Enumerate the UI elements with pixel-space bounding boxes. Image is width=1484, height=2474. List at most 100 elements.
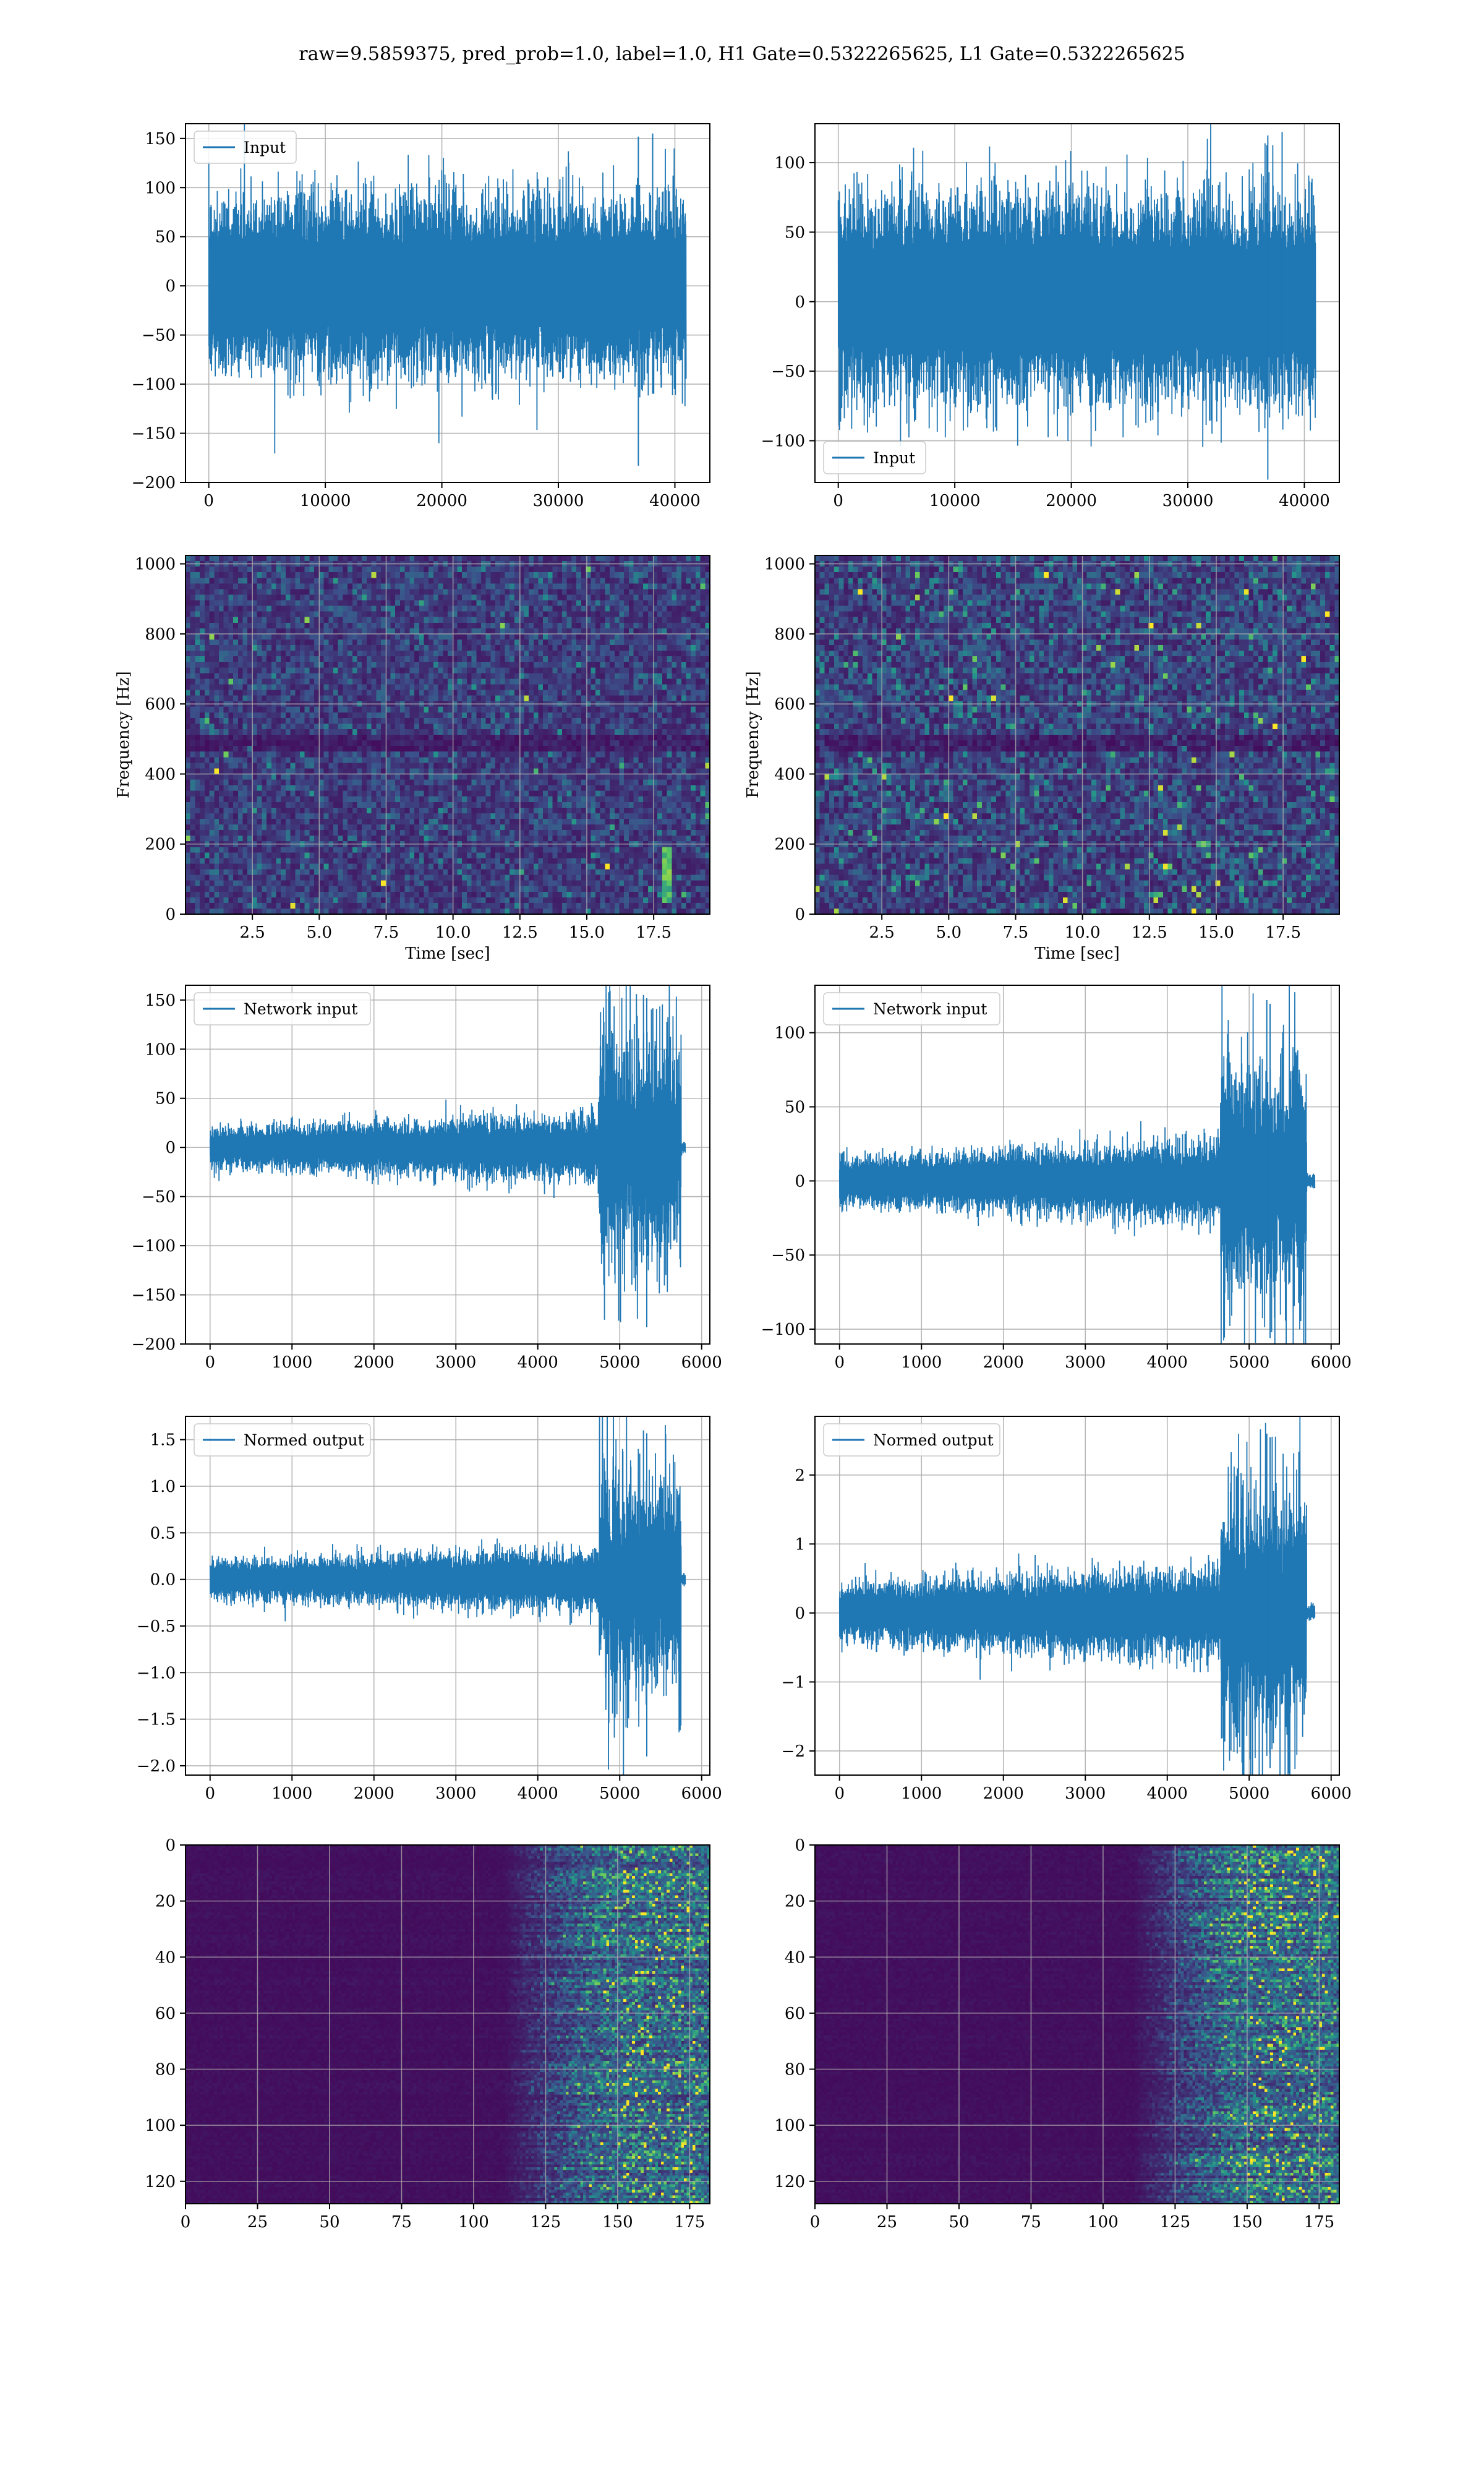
x-tick-label: 17.5 <box>1265 923 1301 942</box>
heatmap-cells <box>186 1845 710 2204</box>
y-tick-label: −150 <box>132 425 176 443</box>
x-tick-label: 40000 <box>649 492 701 510</box>
x-axis-label: Time [sec] <box>405 944 490 963</box>
x-tick-label: 75 <box>1021 2213 1041 2232</box>
y-tick-label: 0 <box>795 293 805 312</box>
y-tick-label: −100 <box>761 432 805 451</box>
y-tick-label: 150 <box>145 991 176 1010</box>
panel-2-2: 2.5 5.0 7.5 10.0 12.5 15.0 17.5020040060080010… <box>744 555 1340 963</box>
y-tick-label: 100 <box>774 2117 805 2135</box>
x-tick-label: 25 <box>877 2213 897 2232</box>
x-tick-label: 1000 <box>271 1353 312 1372</box>
y-tick-label: −2.0 <box>137 1757 176 1776</box>
plot-area <box>186 123 710 482</box>
y-tick-label: 200 <box>145 836 176 854</box>
x-tick-label: 15.0 <box>1198 923 1234 942</box>
x-tick-label: 0 <box>834 1353 845 1372</box>
y-tick-label: −100 <box>132 1237 176 1256</box>
y-tick-label: 120 <box>145 2173 176 2191</box>
y-tick-label: −50 <box>142 1188 176 1207</box>
y-tick-label: 80 <box>785 2061 805 2079</box>
y-tick-label: 600 <box>774 695 805 714</box>
x-tick-label: 12.5 <box>502 923 538 942</box>
y-tick-label: 100 <box>774 154 805 173</box>
x-tick-label: 0 <box>181 2213 191 2232</box>
y-tick-label: −0.5 <box>137 1617 176 1636</box>
y-tick-label: 0 <box>165 1139 176 1157</box>
y-tick-label: 800 <box>145 625 176 644</box>
x-tick-label: 17.5 <box>636 923 672 942</box>
y-tick-label: 1.0 <box>150 1478 176 1496</box>
x-tick-label: 1000 <box>901 1784 942 1803</box>
plot-area <box>186 555 710 915</box>
y-tick-label: 80 <box>155 2061 176 2079</box>
series-line <box>210 1333 686 1801</box>
x-tick-label: 0 <box>834 1784 845 1803</box>
y-tick-label: 50 <box>785 223 805 242</box>
x-tick-label: 20000 <box>1046 492 1097 510</box>
legend: Input <box>824 442 926 474</box>
x-tick-label: 50 <box>319 2213 339 2232</box>
x-tick-label: 3000 <box>435 1784 476 1803</box>
plot-area <box>815 555 1340 915</box>
y-tick-label: −150 <box>132 1286 176 1305</box>
y-tick-label: 50 <box>785 1098 805 1117</box>
x-tick-label: 2.5 <box>239 923 265 942</box>
x-tick-label: 6000 <box>1311 1353 1352 1372</box>
x-tick-label: 0 <box>810 2213 821 2232</box>
x-tick-label: 5000 <box>1229 1784 1269 1803</box>
y-tick-label: −100 <box>761 1320 805 1339</box>
y-tick-label: 20 <box>785 1893 805 1911</box>
legend-label: Network input <box>873 1000 987 1018</box>
y-tick-label: 150 <box>145 130 176 148</box>
legend: Network input <box>824 993 1000 1025</box>
y-tick-label: 0 <box>165 277 176 296</box>
series-line <box>838 124 1316 447</box>
x-tick-label: 25 <box>247 2213 268 2232</box>
x-tick-label: 2.5 <box>869 923 894 942</box>
y-tick-label: −200 <box>132 1335 176 1354</box>
y-tick-label: 100 <box>145 1040 176 1059</box>
plot-area <box>815 979 1339 1372</box>
x-tick-label: 2000 <box>983 1784 1024 1803</box>
x-tick-label: 2000 <box>354 1784 394 1803</box>
x-tick-label: 20000 <box>416 492 467 510</box>
series-line <box>840 979 1315 1372</box>
y-tick-label: 0.0 <box>150 1571 176 1590</box>
y-tick-label: 1.5 <box>150 1431 176 1450</box>
y-tick-label: 0 <box>795 1604 805 1623</box>
x-tick-label: 75 <box>391 2213 412 2232</box>
y-axis-label: Frequency [Hz] <box>114 671 133 798</box>
y-tick-label: 120 <box>774 2173 805 2191</box>
y-tick-label: 0 <box>165 905 176 924</box>
x-tick-label: 5.0 <box>936 923 962 942</box>
x-tick-label: 125 <box>531 2213 561 2232</box>
legend: Input <box>194 131 296 163</box>
x-tick-label: 10.0 <box>435 923 471 942</box>
legend-label: Input <box>244 139 286 156</box>
heatmap-cells <box>815 1845 1340 2204</box>
x-tick-label: 2000 <box>354 1353 394 1372</box>
x-tick-label: 15.0 <box>569 923 605 942</box>
y-tick-label: 20 <box>155 1893 176 1911</box>
y-tick-label: −50 <box>771 362 805 381</box>
x-tick-label: 10000 <box>929 492 981 510</box>
legend: Normed output <box>194 1424 370 1456</box>
y-tick-label: −200 <box>132 474 176 492</box>
x-axis-label: Time [sec] <box>1034 944 1120 963</box>
x-tick-label: 175 <box>1304 2213 1335 2232</box>
x-tick-label: 0 <box>203 492 214 510</box>
x-tick-label: 125 <box>1160 2213 1191 2232</box>
y-tick-label: −1 <box>782 1673 805 1692</box>
x-tick-label: 0 <box>205 1353 215 1372</box>
x-tick-label: 5.0 <box>307 923 332 942</box>
x-tick-label: 3000 <box>435 1353 476 1372</box>
series-line <box>209 123 686 453</box>
x-tick-label: 4000 <box>1147 1353 1188 1372</box>
x-tick-label: 6000 <box>681 1353 722 1372</box>
x-tick-label: 2000 <box>983 1353 1024 1372</box>
y-tick-label: 100 <box>145 179 176 197</box>
x-tick-label: 5000 <box>599 1784 640 1803</box>
